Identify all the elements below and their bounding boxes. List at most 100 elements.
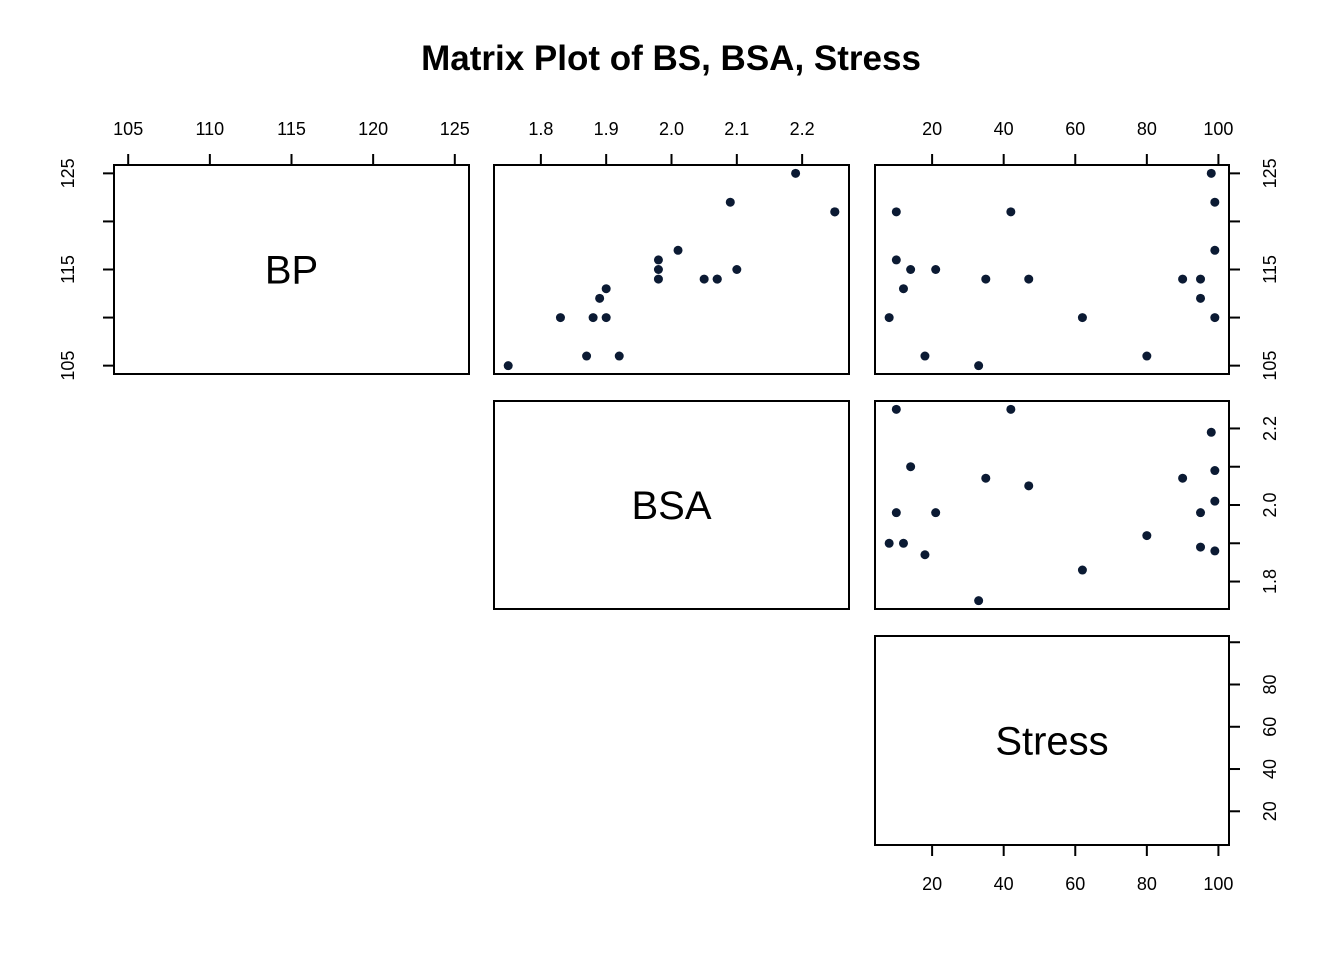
data-point (981, 274, 991, 284)
axis-tick-label: 105 (1260, 351, 1280, 381)
diagonal-label-stress: Stress (995, 720, 1108, 764)
axis-tick-label: 20 (922, 874, 942, 894)
axis-tick-label: 125 (58, 158, 78, 188)
data-point (673, 245, 683, 255)
diagonal-label-bsa: BSA (631, 484, 711, 528)
data-point (884, 313, 894, 323)
data-point (1196, 293, 1206, 303)
data-point (1178, 473, 1188, 483)
panel-frame (493, 164, 850, 375)
data-point (1077, 313, 1087, 323)
data-point (653, 255, 663, 265)
axis-tick-label: 80 (1137, 119, 1157, 139)
data-point (1142, 351, 1152, 361)
data-point (614, 351, 624, 361)
data-point (891, 508, 901, 518)
data-point (1024, 481, 1034, 491)
data-point (974, 361, 984, 371)
data-point (1210, 197, 1220, 207)
data-point (1210, 245, 1220, 255)
data-point (791, 168, 801, 178)
data-point (1210, 546, 1220, 556)
data-point (601, 284, 611, 294)
panel-frame (493, 400, 850, 610)
axis-tick-label: 2.2 (1260, 416, 1280, 441)
data-point (1006, 207, 1016, 217)
data-point (1196, 508, 1206, 518)
data-point (588, 313, 598, 323)
data-point (920, 351, 930, 361)
data-point (1196, 542, 1206, 552)
axis-tick-label: 2.0 (659, 119, 684, 139)
data-point (891, 255, 901, 265)
axis-tick-label: 100 (1203, 874, 1233, 894)
data-point (712, 274, 722, 284)
axis-tick-label: 20 (922, 119, 942, 139)
data-point (981, 473, 991, 483)
data-point (1006, 404, 1016, 414)
data-point (725, 197, 735, 207)
data-point (1142, 531, 1152, 541)
axis-tick-label: 100 (1203, 119, 1233, 139)
chart-title: Matrix Plot of BS, BSA, Stress (421, 39, 921, 78)
data-point (582, 351, 592, 361)
axis-tick-label: 120 (358, 119, 388, 139)
axis-tick-label: 80 (1260, 674, 1280, 694)
data-point (891, 404, 901, 414)
data-point (931, 265, 941, 274)
data-point (555, 313, 565, 323)
panel-frame (874, 164, 1230, 375)
data-point (974, 596, 984, 606)
axis-tick-label: 20 (1260, 801, 1280, 821)
axis-tick-label: 125 (1260, 158, 1280, 188)
axis-tick-label: 1.9 (594, 119, 619, 139)
data-point (1206, 168, 1216, 178)
data-point (503, 361, 513, 371)
panel-frame (874, 400, 1230, 610)
axis-tick-label: 40 (994, 119, 1014, 139)
data-point (1210, 313, 1220, 323)
axis-tick-label: 110 (195, 119, 224, 139)
data-point (906, 462, 916, 472)
axis-tick-label: 1.8 (528, 119, 553, 139)
axis-tick-label: 105 (58, 351, 78, 381)
data-point (920, 550, 930, 560)
data-point (1210, 496, 1220, 506)
axis-tick-label: 2.0 (1260, 492, 1280, 517)
data-point (1024, 274, 1034, 284)
axis-tick-label: 115 (58, 255, 78, 284)
axis-tick-label: 1.8 (1260, 569, 1280, 594)
data-point (601, 313, 611, 323)
axis-tick-label: 2.2 (790, 119, 815, 139)
axis-tick-label: 2.1 (724, 119, 749, 139)
data-point (595, 293, 605, 303)
data-point (732, 265, 742, 274)
data-point (884, 538, 894, 548)
data-point (1210, 466, 1220, 476)
data-point (906, 265, 916, 274)
data-point (1196, 274, 1206, 284)
data-point (1077, 565, 1087, 575)
data-point (931, 508, 941, 518)
axis-tick-label: 60 (1260, 717, 1280, 737)
data-point (653, 274, 663, 284)
data-point (653, 265, 663, 274)
axis-tick-label: 115 (1260, 255, 1280, 284)
axis-tick-label: 80 (1137, 874, 1157, 894)
axis-tick-label: 40 (994, 874, 1014, 894)
axis-tick-label: 60 (1065, 874, 1085, 894)
axis-tick-label: 60 (1065, 119, 1085, 139)
data-point (830, 207, 840, 217)
diagonal-label-bp: BP (265, 249, 318, 293)
data-point (898, 284, 908, 294)
data-point (891, 207, 901, 217)
axis-tick-label: 105 (113, 119, 143, 139)
axis-tick-label: 115 (277, 119, 306, 139)
data-point (1206, 427, 1216, 437)
axis-tick-label: 125 (440, 119, 470, 139)
data-point (898, 538, 908, 548)
data-point (1178, 274, 1188, 284)
data-point (699, 274, 709, 284)
axis-tick-label: 40 (1260, 759, 1280, 779)
